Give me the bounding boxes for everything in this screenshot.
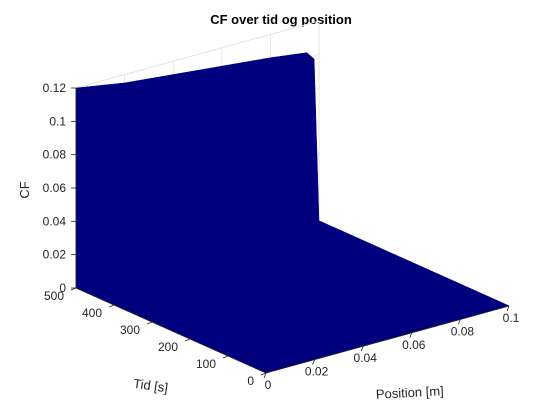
y-tick <box>146 321 153 325</box>
x-tick-label: 0 <box>265 378 272 392</box>
chart-title: CF over tid og position <box>210 12 352 27</box>
x-tick <box>360 346 364 352</box>
y-tick <box>184 338 191 342</box>
y-tick-label: 400 <box>82 306 102 320</box>
y-axis-label: Tid [s] <box>132 376 169 396</box>
y-tick-label: 500 <box>44 289 64 303</box>
tick-labels: 00.020.040.060.080.1010020030040050000.0… <box>43 81 520 392</box>
x-tick-label: 0.08 <box>451 324 475 338</box>
z-tick-label: 0.02 <box>43 248 67 262</box>
x-tick <box>312 359 315 365</box>
y-tick <box>222 355 229 359</box>
x-tick-label: 0.06 <box>402 338 426 352</box>
surface-edge <box>318 220 510 307</box>
y-tick-label: 0 <box>247 374 254 388</box>
y-tick-label: 300 <box>120 323 140 337</box>
z-tick-label: 0.04 <box>43 214 67 228</box>
x-tick <box>409 332 413 338</box>
x-axis-label: Position [m] <box>375 383 444 402</box>
x-tick-label: 0.1 <box>503 311 520 325</box>
z-axis-label: CF <box>17 181 32 198</box>
x-tick-label: 0.02 <box>305 365 329 379</box>
axes <box>70 87 510 379</box>
y-tick <box>260 372 267 376</box>
x-tick-label: 0.04 <box>354 351 378 365</box>
x-tick <box>263 372 267 379</box>
surface <box>75 52 510 374</box>
y-tick-label: 200 <box>158 340 178 354</box>
x-tick <box>506 305 510 312</box>
x-axis-line <box>265 305 510 374</box>
z-tick-label: 0.12 <box>43 81 67 95</box>
z-tick-label: 0.08 <box>43 148 67 162</box>
x-tick <box>458 319 461 325</box>
z-tick-label: 0.1 <box>49 114 66 128</box>
z-tick-label: 0 <box>59 281 66 295</box>
y-axis-line <box>75 287 267 374</box>
y-tick <box>108 304 115 308</box>
z-tick-label: 0.06 <box>43 181 67 195</box>
wall-border <box>75 20 320 89</box>
y-tick-label: 100 <box>196 357 216 371</box>
